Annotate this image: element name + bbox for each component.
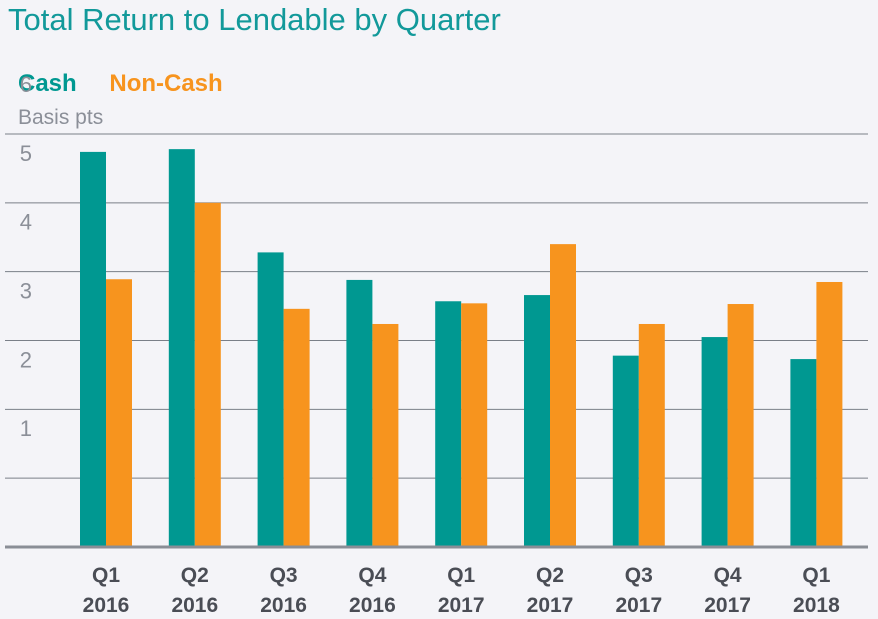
bar-cash-8 bbox=[790, 359, 817, 547]
y-axis-label: Basis pts bbox=[18, 106, 104, 129]
bar-cash-1 bbox=[168, 149, 195, 548]
x-tick-label-year: 2016 bbox=[83, 594, 130, 617]
x-tick-label-quarter: Q3 bbox=[270, 564, 298, 587]
bar-non-cash-0 bbox=[106, 279, 132, 547]
y-tick-label: 1 bbox=[20, 416, 32, 441]
bar-cash-6 bbox=[612, 355, 639, 547]
bar-cash-7 bbox=[701, 337, 728, 547]
x-tick-label-quarter: Q4 bbox=[714, 564, 742, 587]
y-tick-label: 2 bbox=[20, 347, 32, 372]
bar-cash-2 bbox=[257, 252, 284, 548]
x-tick-label-quarter: Q3 bbox=[625, 564, 653, 587]
x-tick-label-year: 2016 bbox=[349, 594, 396, 617]
x-tick-label-quarter: Q1 bbox=[92, 564, 120, 587]
x-tick-label-year: 2017 bbox=[704, 594, 751, 617]
x-tick-label-year: 2016 bbox=[260, 594, 307, 617]
bar-cash-5 bbox=[524, 295, 550, 547]
x-tick-label-year: 2017 bbox=[615, 594, 662, 617]
y-tick-label: 6 bbox=[20, 72, 32, 97]
x-tick-label-quarter: Q2 bbox=[536, 564, 564, 587]
x-tick-label-quarter: Q4 bbox=[358, 564, 386, 587]
bar-non-cash-1 bbox=[194, 202, 221, 548]
bar-non-cash-6 bbox=[638, 323, 665, 547]
x-tick-label-quarter: Q1 bbox=[802, 564, 830, 587]
bar-cash-3 bbox=[346, 279, 373, 547]
bar-non-cash-5 bbox=[550, 244, 576, 547]
x-tick-label-quarter: Q2 bbox=[181, 564, 209, 587]
x-tick-label-year: 2017 bbox=[438, 594, 485, 617]
bar-non-cash-2 bbox=[283, 308, 310, 547]
x-tick-label-year: 2016 bbox=[171, 594, 218, 617]
y-tick-label: 4 bbox=[20, 210, 32, 235]
legend-item-cash: Cash bbox=[18, 70, 77, 97]
bar-non-cash-3 bbox=[372, 323, 399, 547]
y-tick-label: 3 bbox=[20, 279, 32, 304]
bar-non-cash-8 bbox=[816, 281, 843, 547]
bar-non-cash-7 bbox=[727, 304, 754, 547]
chart-title: Total Return to Lendable by Quarter bbox=[8, 2, 501, 37]
y-tick-label: 5 bbox=[20, 141, 32, 166]
x-tick-label-year: 2017 bbox=[527, 594, 574, 617]
bar-cash-4 bbox=[435, 301, 462, 547]
x-tick-label-year: 2018 bbox=[793, 594, 840, 617]
x-tick-label-quarter: Q1 bbox=[447, 564, 475, 587]
legend-item-non-cash: Non-Cash bbox=[109, 70, 223, 97]
bar-cash-0 bbox=[80, 151, 106, 547]
legend: Cash Non-Cash bbox=[18, 70, 249, 98]
bar-non-cash-4 bbox=[461, 303, 488, 547]
